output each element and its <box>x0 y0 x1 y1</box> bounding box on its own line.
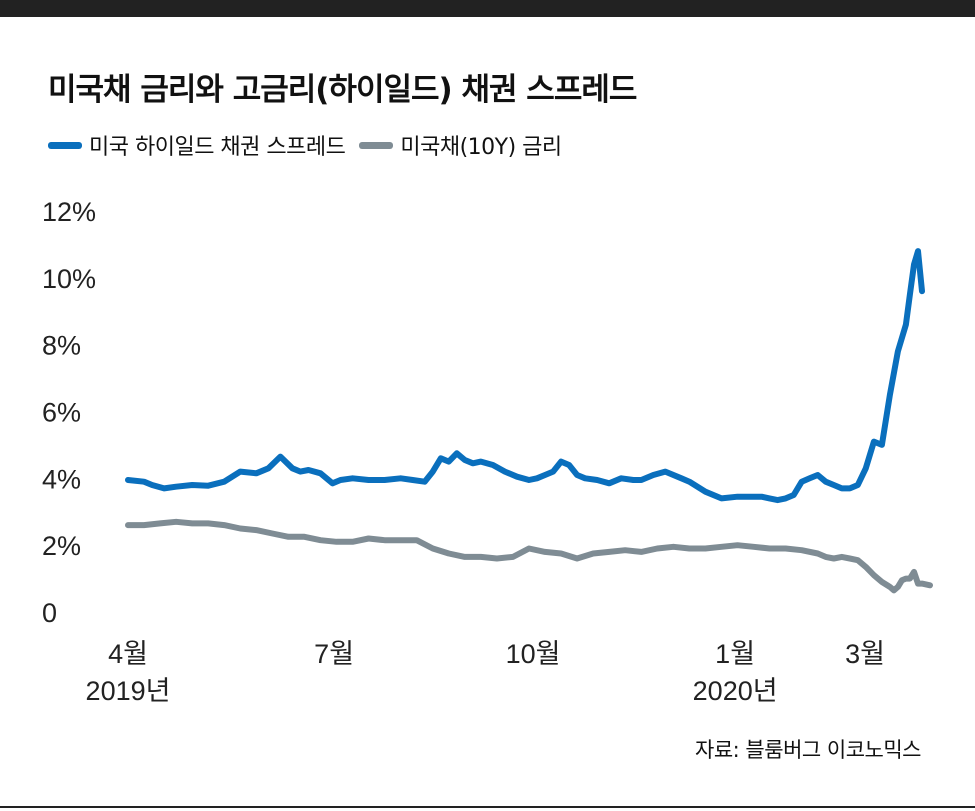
x-tick-sublabel: 2020년 <box>693 676 778 706</box>
x-tick-label: 10월 <box>506 639 561 669</box>
y-tick-label: 2% <box>42 531 81 561</box>
legend-label-spread: 미국 하이일드 채권 스프레드 <box>89 135 346 160</box>
source-note: 자료: 블룸버그 이코노믹스 <box>695 738 921 762</box>
x-tick-sublabel: 2019년 <box>86 676 171 706</box>
x-tick-label: 3월 <box>845 639 885 669</box>
y-tick-label: 6% <box>42 398 81 428</box>
y-axis: 0 2% 4% 6% 8% 10% 12% <box>42 197 96 628</box>
legend-label-treasury: 미국채(10Y) 금리 <box>400 135 562 160</box>
series-line-spread <box>125 248 925 504</box>
x-tick-label: 4월 <box>108 639 148 669</box>
y-tick-label: 4% <box>42 464 81 494</box>
chart-title: 미국채 금리와 고금리(하이일드) 채권 스프레드 <box>48 72 637 108</box>
legend-item-treasury: 미국채(10Y) 금리 <box>359 129 562 161</box>
legend-swatch-spread <box>48 141 82 149</box>
y-tick-label: 0 <box>42 598 57 628</box>
y-tick-label: 10% <box>42 264 96 294</box>
x-axis: 4월 2019년 7월 10월 1월 2020년 3월 <box>86 639 885 706</box>
x-tick-label: 1월 <box>715 639 755 669</box>
y-tick-label: 12% <box>42 197 96 227</box>
legend-swatch-treasury <box>359 141 394 149</box>
top-bar <box>0 0 975 17</box>
legend-item-spread: 미국 하이일드 채권 스프레드 <box>48 129 346 161</box>
y-tick-label: 8% <box>42 331 81 361</box>
bottom-rule <box>0 806 975 808</box>
x-tick-label: 7월 <box>314 639 354 669</box>
series-line-treasury <box>125 518 933 594</box>
series-group <box>125 248 933 594</box>
legend: 미국 하이일드 채권 스프레드 미국채(10Y) 금리 <box>48 130 576 160</box>
